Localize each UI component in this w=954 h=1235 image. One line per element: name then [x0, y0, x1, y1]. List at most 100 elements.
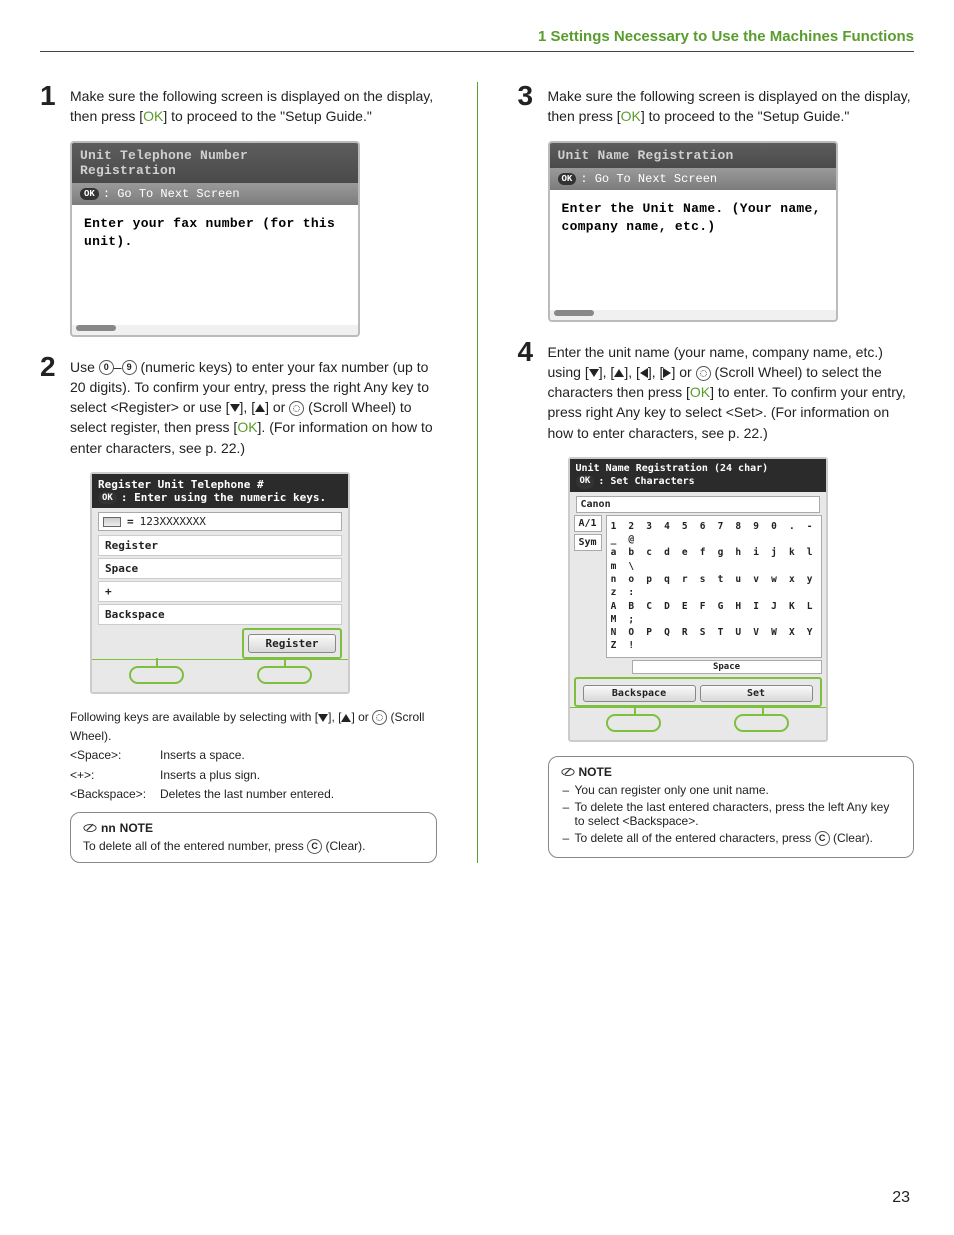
screen-body: Enter the Unit Name. (Your name, company… [550, 190, 836, 310]
scrollbar-icon [554, 310, 594, 316]
step-text: ] or [265, 399, 289, 415]
left-any-key-icon [129, 666, 184, 684]
legend-row: <Backspace>:Deletes the last number ente… [70, 785, 437, 804]
screen-body: Enter your fax number (for this unit). [72, 205, 358, 325]
step-text: ], [ [648, 364, 664, 380]
screen-title-text: Unit Name Registration (24 char) [576, 462, 820, 475]
mode-list: A/1 Sym [574, 515, 602, 658]
screen-subtitle-text: : Go To Next Screen [103, 187, 240, 201]
scroll-wheel-icon [289, 401, 304, 416]
pencil-icon [83, 821, 97, 835]
step-body: Make sure the following screen is displa… [70, 82, 437, 127]
note-item: To delete all of the entered characters,… [575, 831, 902, 846]
mode-symbol: Sym [574, 534, 602, 551]
legend-key: <Space>: [70, 746, 160, 765]
note-heading: NOTE [561, 765, 902, 779]
step-1: 1 Make sure the following screen is disp… [40, 82, 437, 127]
mode-alpha-num: A/1 [574, 515, 602, 532]
step-number: 4 [518, 338, 548, 443]
screen-title-text: Register Unit Telephone # [98, 478, 342, 491]
scroll-wheel-icon [696, 366, 711, 381]
menu-item: + [98, 581, 342, 602]
note-box: nn NOTE To delete all of the entered num… [70, 812, 437, 863]
section-header: 1 Settings Necessary to Use the Machines… [40, 20, 914, 52]
screen-subtitle: OK: Go To Next Screen [550, 168, 836, 190]
step-number: 3 [518, 82, 548, 127]
step-text: ] or [671, 364, 695, 380]
note-text-part: To delete all of the entered number, pre… [83, 839, 307, 853]
input-field: Canon [576, 496, 820, 513]
phone-input-field: = 123XXXXXXX [98, 512, 342, 531]
note-list: You can register only one unit name. To … [561, 783, 902, 846]
right-any-key-icon [257, 666, 312, 684]
screen-title: Unit Name Registration [550, 143, 836, 168]
step-body: Enter the unit name (your name, company … [548, 338, 915, 443]
manual-page: 1 Settings Necessary to Use the Machines… [0, 0, 954, 1235]
note-text-part: (Clear). [322, 839, 365, 853]
screen-title: Register Unit Telephone # OK : Enter usin… [92, 474, 348, 508]
pencil-icon [561, 765, 575, 779]
note-text: To delete all of the entered number, pre… [83, 839, 424, 854]
legend-row: <Space>:Inserts a space. [70, 746, 437, 765]
step-body: Make sure the following screen is displa… [548, 82, 915, 127]
left-column: 1 Make sure the following screen is disp… [40, 82, 437, 863]
step-text: ] to proceed to the "Setup Guide." [641, 108, 849, 124]
left-arrow-icon [640, 368, 648, 378]
zero-key-icon: 0 [99, 360, 114, 375]
legend-key: <+>: [70, 766, 160, 785]
legend-intro: Following keys are available by selectin… [70, 708, 437, 746]
legend-text: Following keys are available by selectin… [70, 710, 318, 724]
set-button: Set [700, 685, 813, 702]
lcd-screen-telephone-registration: Unit Telephone Number Registration OK: G… [70, 141, 360, 337]
highlighted-softkey: Register [242, 628, 342, 659]
step-body: Use 0–9 (numeric keys) to enter your fax… [70, 353, 437, 458]
register-button: Register [248, 634, 336, 653]
note-heading: nn NOTE [83, 821, 424, 835]
menu-item: Register [98, 535, 342, 556]
lcd-screen-unit-name-registration: Unit Name Registration OK: Go To Next Sc… [548, 141, 838, 322]
dash: – [114, 359, 122, 375]
screen-subtitle-text: : Enter using the numeric keys. [121, 491, 326, 504]
page-number: 23 [892, 1189, 910, 1207]
legend-row: <+>:Inserts a plus sign. [70, 766, 437, 785]
legend-value: Deletes the last number entered. [160, 785, 334, 804]
nav-pad [570, 707, 826, 740]
step-text: ], [ [599, 364, 615, 380]
step-4: 4 Enter the unit name (your name, compan… [518, 338, 915, 443]
right-column: 3 Make sure the following screen is disp… [518, 82, 915, 863]
screen-title: Unit Name Registration (24 char) OK: Set… [570, 459, 826, 492]
column-divider [477, 82, 478, 863]
note-item: You can register only one unit name. [575, 783, 902, 797]
legend-text: ], [ [328, 710, 341, 724]
menu-item: Space [98, 558, 342, 579]
note-text-part: To delete all of the entered characters,… [575, 831, 815, 845]
step-text: ], [ [624, 364, 640, 380]
flag-icon [103, 517, 121, 527]
step-2: 2 Use 0–9 (numeric keys) to enter your f… [40, 353, 437, 458]
nine-key-icon: 9 [122, 360, 137, 375]
char-body: A/1 Sym 1 2 3 4 5 6 7 8 9 0 . - _ @ a b … [574, 515, 822, 658]
legend-key: <Backspace>: [70, 785, 160, 804]
legend-value: Inserts a space. [160, 746, 245, 765]
scroll-wheel-icon [372, 710, 387, 725]
key-legend: Following keys are available by selectin… [70, 708, 437, 804]
screen-subtitle: OK: Go To Next Screen [72, 183, 358, 205]
note-title: NOTE [120, 821, 153, 835]
ok-badge-icon: OK [98, 492, 117, 504]
two-column-layout: 1 Make sure the following screen is disp… [40, 82, 914, 863]
left-any-key-icon [606, 714, 661, 732]
character-grid: 1 2 3 4 5 6 7 8 9 0 . - _ @ a b c d e f … [606, 515, 822, 658]
step-text: Use [70, 359, 99, 375]
down-arrow-icon [230, 404, 240, 412]
lcd-screen-register-telephone: Register Unit Telephone # OK : Enter usin… [90, 472, 350, 694]
ok-key-label: OK [621, 108, 641, 124]
ok-badge-icon: OK [576, 475, 595, 489]
ok-key-label: OK [143, 108, 163, 124]
ok-key-label: OK [237, 419, 257, 435]
char-row: 1 2 3 4 5 6 7 8 9 0 . - _ @ [611, 520, 817, 547]
lcd-screen-character-input: Unit Name Registration (24 char) OK: Set… [568, 457, 828, 742]
space-key: Space [632, 660, 822, 674]
step-number: 2 [40, 353, 70, 458]
legend-value: Inserts a plus sign. [160, 766, 260, 785]
char-row: n o p q r s t u v w x y z : [611, 573, 817, 600]
